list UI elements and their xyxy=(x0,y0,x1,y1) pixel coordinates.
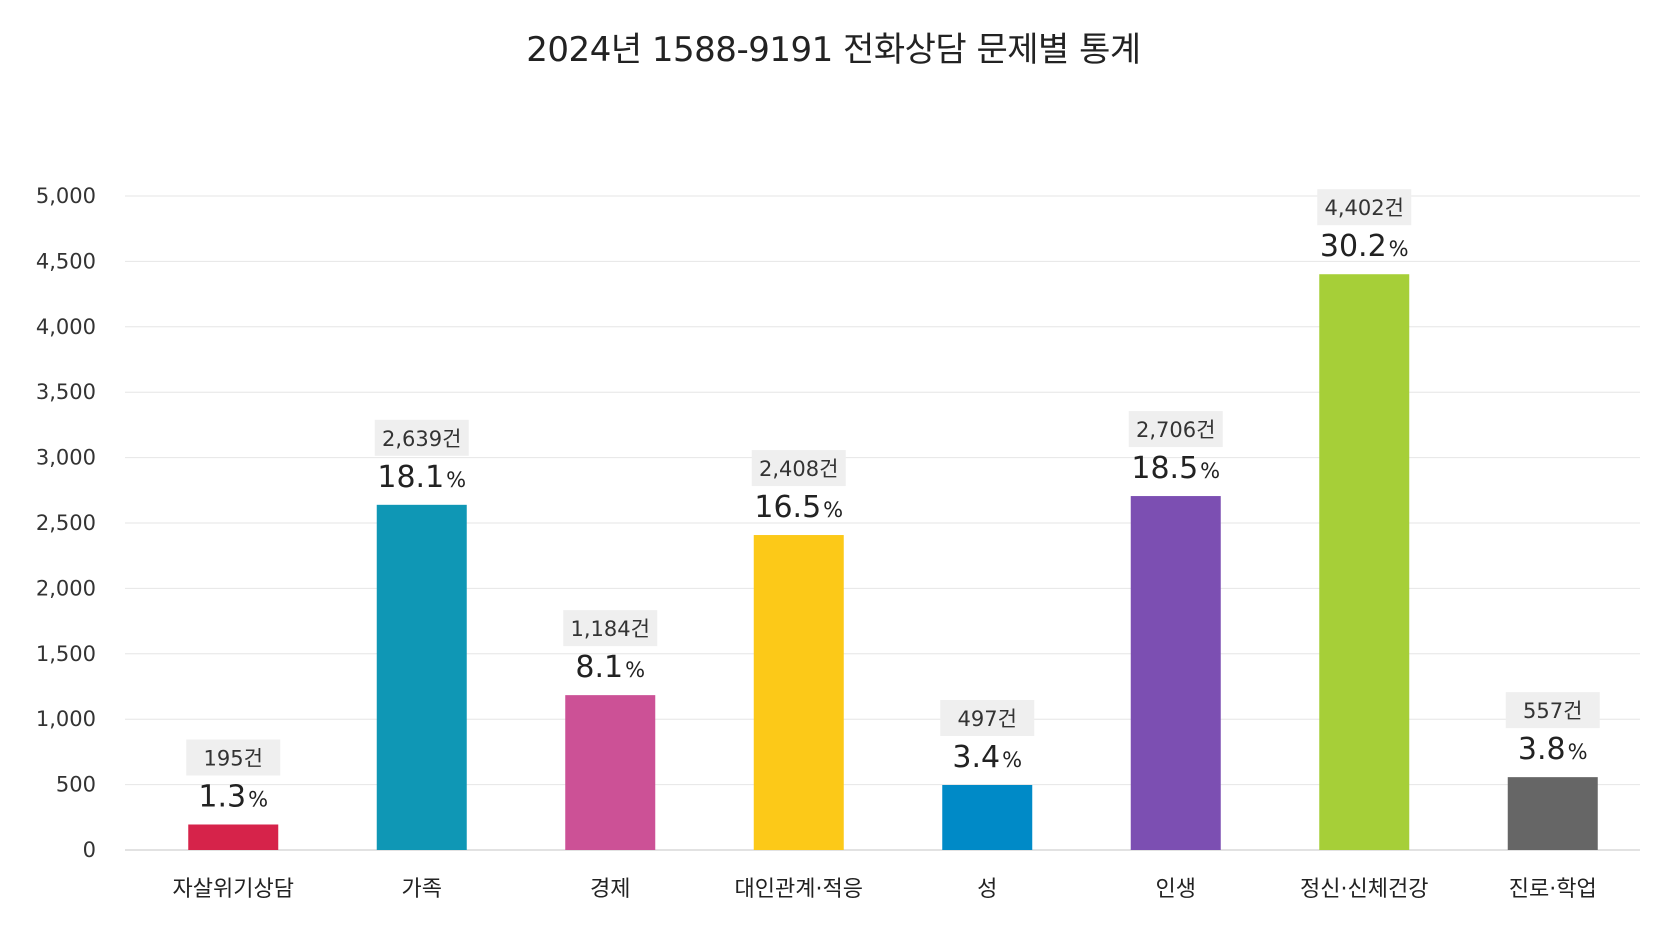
percent-value: 1.3 xyxy=(198,779,246,814)
y-tick-label: 4,500 xyxy=(36,249,96,273)
percent-unit: % xyxy=(823,498,843,522)
count-label: 4,402건 xyxy=(1325,196,1404,220)
y-tick-label: 3,500 xyxy=(36,380,96,404)
x-tick-label: 자살위기상담 xyxy=(173,877,294,902)
percent-unit: % xyxy=(1568,740,1588,764)
percent-label: 30.2% xyxy=(1320,229,1409,264)
percent-value: 18.5 xyxy=(1131,451,1198,486)
percent-unit: % xyxy=(625,658,645,682)
percent-label: 8.1% xyxy=(575,650,645,685)
bar xyxy=(1130,496,1221,850)
y-tick-label: 5,000 xyxy=(36,184,96,208)
x-tick-label: 경제 xyxy=(590,877,630,902)
count-label-background xyxy=(186,739,281,776)
count-label: 2,408건 xyxy=(759,457,838,481)
percent-value: 18.1 xyxy=(377,460,444,495)
bars xyxy=(188,274,1598,851)
percent-unit: % xyxy=(1200,459,1220,483)
data-labels: 1.3% 195건 18.1% 2,639건 8.1% 1,184건 16.5% 2,408건… xyxy=(186,189,1600,814)
count-label: 557건 xyxy=(1523,699,1582,723)
percent-label: 3.4% xyxy=(952,740,1022,775)
percent-unit: % xyxy=(248,787,268,811)
y-tick-label: 2,500 xyxy=(36,511,96,535)
count-label-background xyxy=(1505,692,1600,729)
y-tick-label: 3,000 xyxy=(36,446,96,470)
bar xyxy=(942,784,1033,850)
bar xyxy=(565,695,656,850)
percent-label: 3.8% xyxy=(1518,732,1588,767)
y-tick-label: 500 xyxy=(56,773,96,797)
count-label: 195건 xyxy=(204,746,263,770)
x-tick-label: 진로·학업 xyxy=(1509,877,1597,902)
y-tick-label: 4,000 xyxy=(36,315,96,339)
percent-value: 3.8 xyxy=(1518,732,1566,767)
bar xyxy=(1507,777,1598,850)
percent-label: 1.3% xyxy=(198,779,268,814)
bar xyxy=(1319,274,1410,851)
x-tick-label: 인생 xyxy=(1156,877,1196,902)
count-label-background xyxy=(374,419,469,456)
percent-label: 18.1% xyxy=(377,460,466,495)
percent-unit: % xyxy=(1002,748,1022,772)
percent-value: 8.1 xyxy=(575,650,623,685)
y-tick-label: 1,500 xyxy=(36,642,96,666)
count-label-background xyxy=(751,450,846,487)
count-label-background xyxy=(940,699,1035,736)
y-tick-label: 0 xyxy=(83,838,96,862)
percent-unit: % xyxy=(1389,237,1409,261)
chart-title: 2024년 1588-9191 전화상담 문제별 통계 xyxy=(526,30,1141,70)
percent-unit: % xyxy=(446,468,466,492)
count-label-background xyxy=(563,610,658,647)
percent-value: 30.2 xyxy=(1320,229,1387,264)
x-tick-label: 정신·신체건강 xyxy=(1300,877,1428,902)
count-label: 2,639건 xyxy=(382,427,461,451)
percent-label: 18.5% xyxy=(1131,451,1220,486)
bar xyxy=(376,504,467,850)
y-axis: 0 500 1,000 1,500 2,000 2,500 3,000 3,500 4,000 4… xyxy=(36,184,96,862)
percent-value: 3.4 xyxy=(952,740,1000,775)
percent-label: 16.5% xyxy=(754,490,843,525)
y-tick-label: 1,000 xyxy=(36,707,96,731)
count-label: 2,706건 xyxy=(1136,418,1215,442)
x-tick-label: 성 xyxy=(977,877,997,902)
bar xyxy=(753,535,844,850)
count-label-background xyxy=(1317,189,1412,226)
count-label-background xyxy=(1128,411,1223,448)
count-label: 1,184건 xyxy=(571,617,650,641)
percent-value: 16.5 xyxy=(754,490,821,525)
count-label: 497건 xyxy=(958,707,1017,731)
x-tick-label: 대인관계·적응 xyxy=(735,877,863,902)
y-tick-label: 2,000 xyxy=(36,576,96,600)
x-axis: 자살위기상담 가족 경제 대인관계·적응 성 인생 정신·신체건강 진로·학업 xyxy=(173,877,1597,902)
bar xyxy=(188,824,279,850)
grid-lines xyxy=(125,195,1640,851)
x-tick-label: 가족 xyxy=(402,877,442,902)
